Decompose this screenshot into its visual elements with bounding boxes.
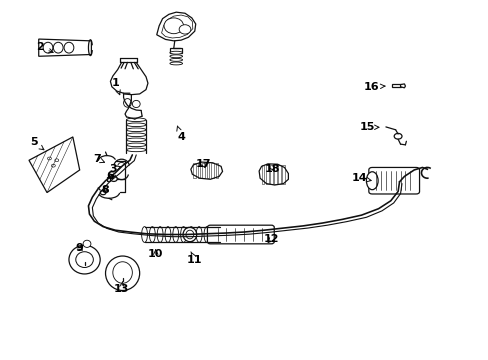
Text: 17: 17 [195,159,210,169]
Ellipse shape [105,256,140,291]
Polygon shape [39,39,91,56]
Ellipse shape [113,262,132,283]
Polygon shape [400,84,405,88]
Ellipse shape [126,128,146,132]
Circle shape [393,134,401,139]
Ellipse shape [163,18,183,34]
Ellipse shape [169,55,182,58]
Circle shape [55,159,59,162]
Ellipse shape [126,118,146,122]
Ellipse shape [164,226,170,242]
Text: 6: 6 [106,171,114,181]
Polygon shape [170,48,182,53]
Text: 13: 13 [114,282,129,294]
Ellipse shape [53,42,63,53]
Polygon shape [391,84,400,87]
Ellipse shape [43,42,53,53]
Ellipse shape [179,25,190,34]
Text: 3: 3 [109,164,121,174]
Text: 9: 9 [76,243,83,253]
Ellipse shape [126,148,146,152]
Ellipse shape [157,226,163,242]
Ellipse shape [180,226,186,242]
Ellipse shape [188,226,194,242]
Ellipse shape [126,133,146,136]
Text: 15: 15 [359,122,378,132]
Circle shape [100,190,106,195]
Ellipse shape [142,226,147,242]
Ellipse shape [132,100,140,108]
Text: 1: 1 [111,78,120,95]
Ellipse shape [149,226,155,242]
Text: 12: 12 [263,234,279,244]
Polygon shape [157,12,195,41]
Ellipse shape [83,240,91,247]
Polygon shape [190,162,222,179]
Ellipse shape [126,143,146,147]
Ellipse shape [203,226,209,242]
Circle shape [110,176,117,181]
Ellipse shape [76,252,93,267]
Polygon shape [259,164,288,185]
Text: 2: 2 [36,42,53,53]
Polygon shape [107,177,110,181]
Text: 11: 11 [186,252,202,265]
Text: 18: 18 [264,163,280,174]
Ellipse shape [169,62,182,65]
Circle shape [47,157,51,160]
Text: 16: 16 [363,82,384,92]
Text: 10: 10 [148,248,163,258]
Text: 8: 8 [102,185,109,195]
Polygon shape [29,137,80,193]
Ellipse shape [69,245,100,274]
Ellipse shape [366,172,377,190]
Text: 7: 7 [93,154,104,164]
Text: 14: 14 [350,173,370,183]
Ellipse shape [64,42,74,53]
Text: 5: 5 [30,138,44,150]
Ellipse shape [126,138,146,141]
Text: 4: 4 [177,126,184,142]
Ellipse shape [211,226,217,242]
Ellipse shape [123,99,131,107]
Ellipse shape [169,58,182,61]
Ellipse shape [196,226,202,242]
FancyBboxPatch shape [207,225,274,244]
Ellipse shape [185,230,193,239]
Ellipse shape [126,123,146,127]
Circle shape [51,164,55,167]
Ellipse shape [172,226,178,242]
Ellipse shape [169,51,182,54]
FancyBboxPatch shape [368,167,419,194]
Ellipse shape [183,227,196,242]
